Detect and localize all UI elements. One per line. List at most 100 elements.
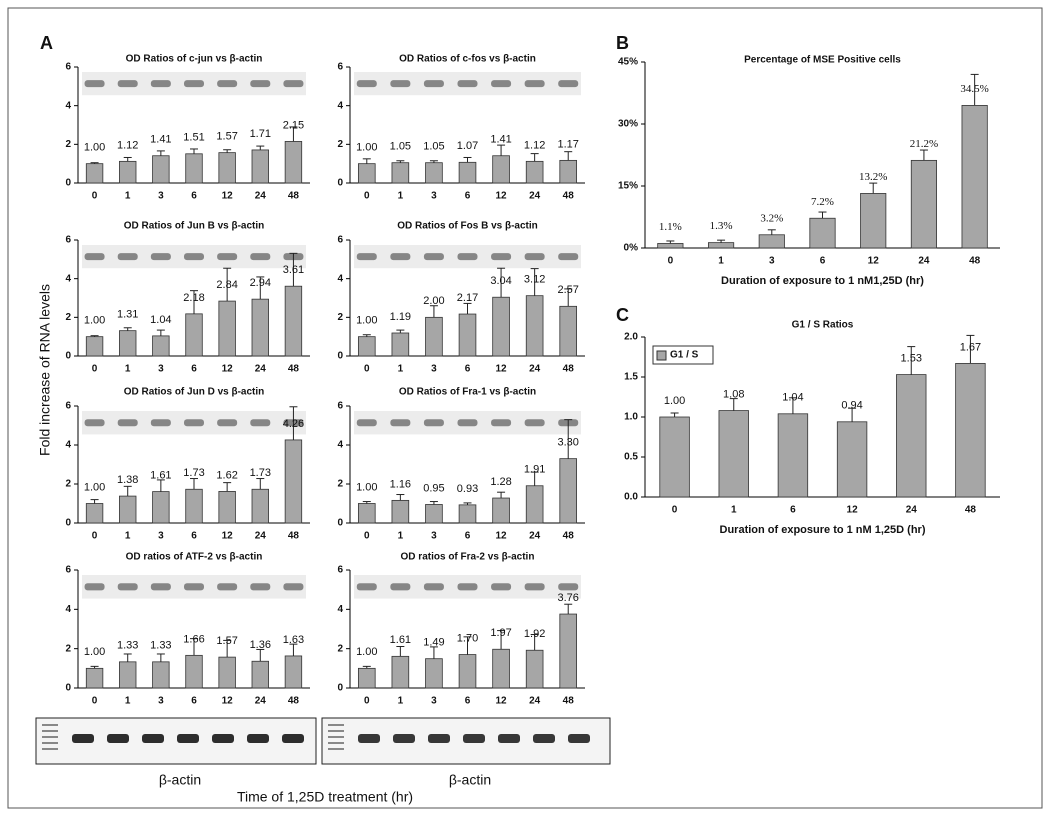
value-label: 1.49 [423,637,444,649]
gel-band [428,734,450,743]
value-label: 1.07 [457,140,478,152]
value-label: 13.2% [859,171,887,183]
x-tick-label: 24 [529,364,541,375]
value-label: 1.61 [390,634,411,646]
value-label: 2.84 [216,279,237,291]
bar [152,491,170,524]
y-tick-label: 6 [65,565,71,576]
x-tick-label: 12 [222,364,234,375]
x-tick-label: 6 [191,531,197,542]
x-tick-label: 24 [529,531,541,542]
bar [659,416,690,498]
value-label: 0.94 [841,400,862,412]
chart-title: OD Ratios of c-fos vs β-actin [399,54,536,65]
bar [391,655,410,689]
bar [391,499,410,524]
x-tick-label: 3 [158,531,164,542]
y-tick-label: 6 [65,401,71,412]
bar [391,162,410,184]
blot-band [184,80,204,88]
bar [218,152,236,184]
value-label: 1.19 [390,311,411,323]
ladder-band [328,730,344,732]
blot-band [150,583,171,591]
bar [251,488,269,524]
blot-band [150,80,171,88]
x-tick-label: 24 [529,191,541,202]
value-label: 1.57 [216,131,237,143]
y-tick-label: 4 [337,604,343,615]
x-tick-label: 1 [398,364,404,375]
x-tick-label: 1 [731,505,737,516]
value-label: 1.41 [490,134,511,146]
y-tick-label: 45% [618,57,638,68]
y-tick-label: 6 [337,401,343,412]
bar [152,661,170,689]
bar [458,654,477,689]
x-tick-label: 0 [92,364,98,375]
x-tick-label: 6 [465,696,471,707]
value-label: 1.00 [84,315,105,327]
bar [657,243,684,249]
y-tick-label: 15% [618,181,638,192]
bar [357,336,376,357]
y-tick-label: 0 [65,683,71,694]
value-label: 1.67 [960,341,981,353]
blot-band [84,583,105,591]
x-tick-label: 6 [465,364,471,375]
bar [357,503,376,524]
x-tick-label: 0 [92,191,98,202]
x-tick-label: 3 [158,364,164,375]
blot-band [250,80,271,88]
x-tick-label: 3 [431,531,437,542]
y-tick-label: 2.0 [624,332,638,343]
y-tick-label: 0% [624,243,639,254]
blot-band [356,419,377,427]
bar [718,410,749,498]
x-tick-label: 48 [563,696,575,707]
gel-band [247,734,269,743]
bar [85,667,104,689]
value-label: 1.00 [84,481,105,493]
x-tick-label: 1 [125,191,131,202]
value-label: 1.31 [117,309,138,321]
bar [251,660,269,689]
gel-band [533,734,555,743]
value-label: 1.04 [782,392,803,404]
value-label: 0.95 [423,482,444,494]
value-label: 1.00 [664,395,685,407]
y-tick-label: 4 [65,440,71,451]
value-label: 3.04 [490,275,511,287]
bar [185,654,203,689]
value-label: 1.00 [356,646,377,658]
ladder-band [42,742,58,744]
bar [860,193,887,249]
bar [119,330,137,357]
blot-band [390,80,411,88]
value-label: 1.12 [117,139,138,151]
ladder-band [42,736,58,738]
bar [896,374,927,498]
chart-title: OD Ratios of Fos B vs β-actin [397,221,538,232]
x-tick-label: 1 [125,364,131,375]
x-tick-label: 48 [563,531,575,542]
bar [185,488,203,524]
blot-band [524,583,545,591]
bar [251,149,269,184]
blot-band [283,583,304,591]
x-tick-label: 0 [672,505,678,516]
bar [85,336,104,357]
ladder-band [42,748,58,750]
x-tick-label: 3 [158,191,164,202]
y-axis-label: Fold increase of RNA levels [37,284,53,456]
y-tick-label: 4 [337,273,343,284]
x-tick-label: 12 [222,696,234,707]
x-tick-label: 24 [255,364,267,375]
gel-band [568,734,590,743]
blot-band [423,80,444,88]
gel-band [142,734,164,743]
bar [185,153,203,184]
x-tick-label: 1 [125,696,131,707]
value-label: 2.57 [558,284,579,296]
